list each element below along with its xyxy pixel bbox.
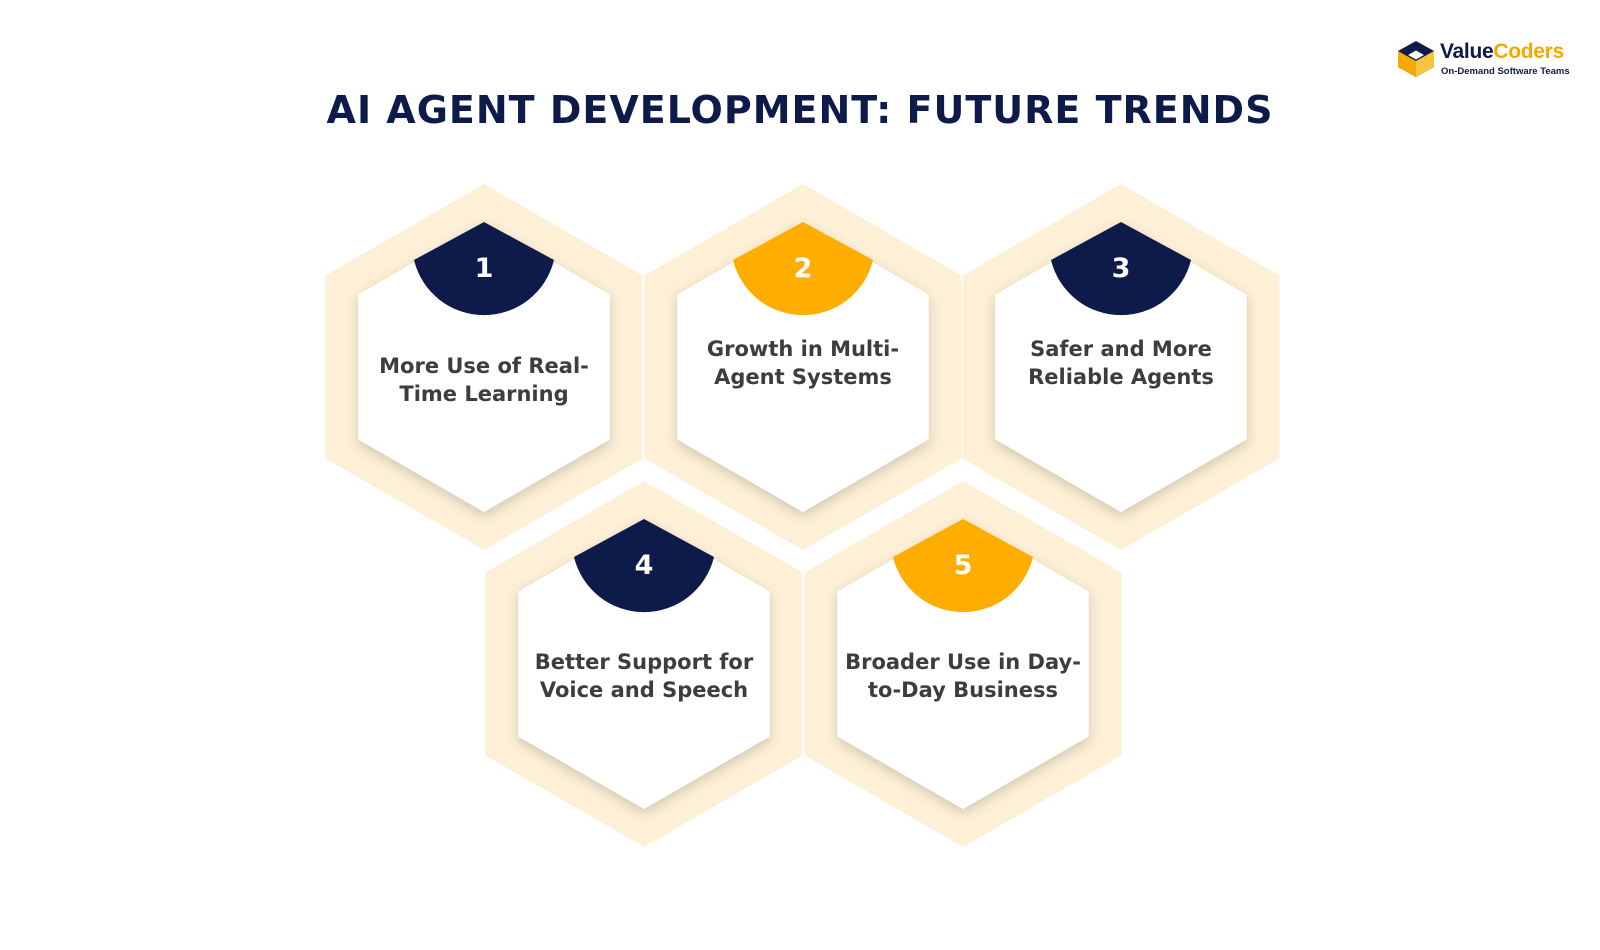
trend-number-5: 5: [953, 550, 973, 581]
number-badge-4: [574, 519, 714, 613]
trend-number-2: 2: [793, 253, 813, 284]
brand-name: ValueCoders: [1440, 40, 1564, 64]
trend-label-3: Safer and More Reliable Agents: [1028, 337, 1214, 389]
hexagon-card-5: [837, 519, 1089, 809]
page-title: AI AGENT DEVELOPMENT: FUTURE TRENDS: [326, 88, 1274, 132]
hexagon-card-1: [358, 222, 610, 512]
brand-logo: ValueCoders On-Demand Software Teams: [1396, 38, 1586, 80]
trend-number-1: 1: [474, 253, 494, 284]
brand-name-part1: Value: [1440, 40, 1494, 63]
number-badge-3: [1051, 222, 1191, 316]
trend-label-4: Better Support for Voice and Speech: [534, 650, 754, 702]
brand-tagline: On-Demand Software Teams: [1441, 66, 1570, 77]
trend-number-3: 3: [1111, 253, 1131, 284]
trend-number-4: 4: [634, 550, 654, 581]
number-badge-5: [893, 519, 1033, 613]
number-badge-1: [414, 222, 554, 316]
cube-logo-icon: [1398, 41, 1434, 77]
hexagon-card-2: [677, 222, 929, 512]
number-badge-2: [733, 222, 873, 316]
trend-label-1: More Use of Real-Time Learning: [379, 354, 589, 406]
trend-label-2: Growth in Multi-Agent Systems: [706, 337, 900, 389]
hexagon-card-3: [995, 222, 1247, 512]
brand-name-part2: Coders: [1493, 40, 1564, 63]
hexagon-card-4: [518, 519, 770, 809]
trend-label-5: Broader Use in Day-to-Day Business: [845, 650, 1081, 702]
